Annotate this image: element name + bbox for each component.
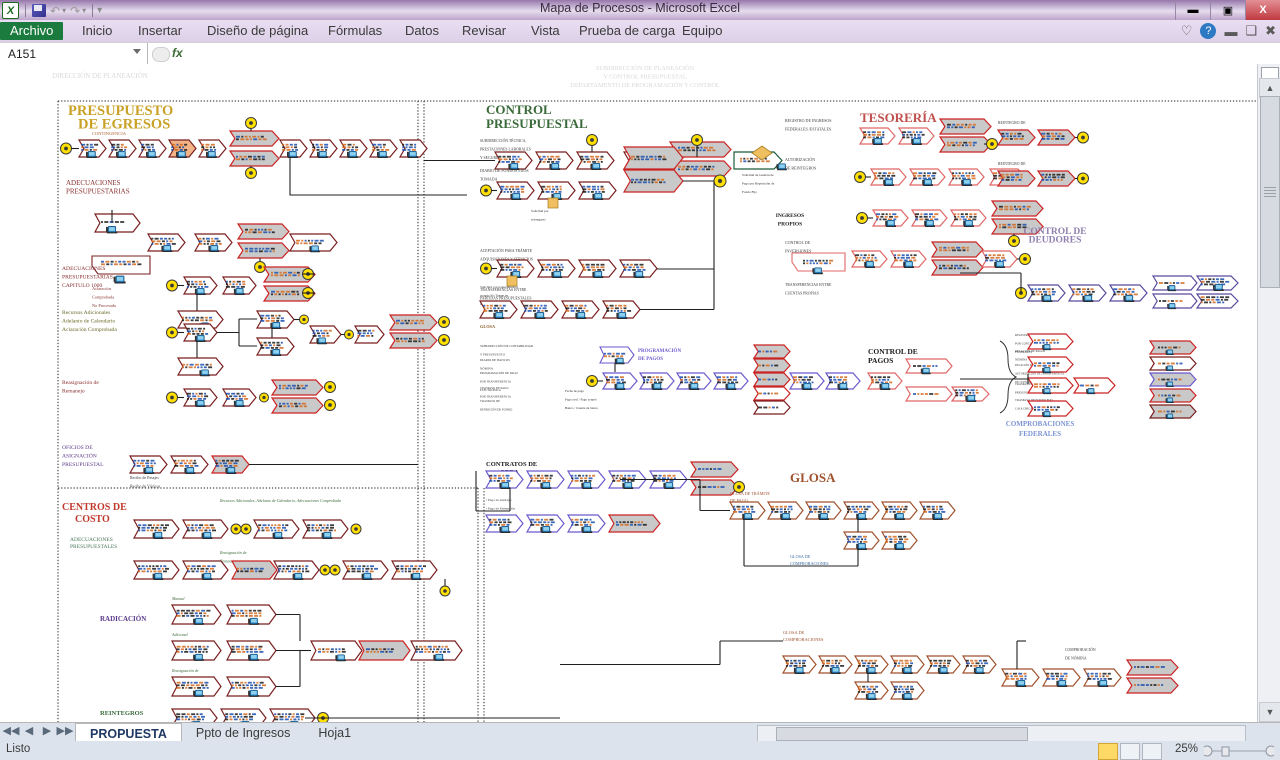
svg-text:PROGRAMACIÓN: PROGRAMACIÓN [638,348,681,354]
svg-text:Recibo de Pasajes: Recibo de Pasajes [130,475,159,480]
svg-text:Pago por Reposición de: Pago por Reposición de [742,182,775,186]
svg-text:TESORERÍA: TESORERÍA [860,110,937,125]
svg-text:Comprobada: Comprobada [92,295,114,300]
svg-text:PROGRAMACIÓN DE PAGO: PROGRAMACIÓN DE PAGO [480,370,519,375]
svg-text:PROPIOS: PROPIOS [778,222,802,228]
svg-text:AUTORIZACIÓN DE TRANSFERENCIA: AUTORIZACIÓN DE TRANSFERENCIA [1015,373,1064,376]
svg-text:REGISTRO DE INGRESOS: REGISTRO DE INGRESOS [785,118,831,123]
svg-text:Aclaración Comprobada: Aclaración Comprobada [62,327,117,333]
svg-text:REINTEGROS: REINTEGROS [100,710,144,717]
svg-text:RENDICIÓN DE FONDO: RENDICIÓN DE FONDO [480,407,513,412]
svg-text:SUBDIRECCIÓN DE PLANEACIÓN: SUBDIRECCIÓN DE PLANEACIÓN [596,64,695,72]
svg-text:Adelanto de Calendario: Adelanto de Calendario [62,319,115,325]
svg-text:CONTRATOS DE: CONTRATOS DE [486,461,537,468]
svg-text:• Pago de Anticipo: • Pago de Anticipo [486,498,512,502]
svg-text:TRASPASO DE: TRASPASO DE [480,399,500,403]
svg-text:DE NÓMINA: DE NÓMINA [1065,656,1087,661]
svg-text:PRESUPUESTALES: PRESUPUESTALES [70,544,117,550]
svg-text:Fecha de pago: Fecha de pago [565,389,584,393]
svg-text:Y CONTROL PRESUPUESTAL: Y CONTROL PRESUPUESTAL [603,74,687,81]
svg-text:ADECUACIONES: ADECUACIONES [70,537,113,543]
svg-text:NÓMINA: NÓMINA [1015,357,1028,362]
svg-text:PRESUPUESTAL: PRESUPUESTAL [62,462,104,468]
svg-text:REINTEGRO DE: REINTEGRO DE [998,162,1026,166]
svg-text:Solicitud por: Solicitud por [531,209,549,213]
svg-text:CAPITULO 1000: CAPITULO 1000 [62,283,102,289]
svg-text:Remanejo: Remanejo [62,389,85,395]
svg-text:ASIGNACIÓN: ASIGNACIÓN [62,452,97,460]
svg-text:GLOSA DE: GLOSA DE [790,554,811,559]
svg-text:Manual: Manual [171,596,185,601]
svg-text:COMPROBACIÓN: COMPROBACIÓN [1065,647,1096,652]
svg-text:TRASPASO DE PAGO: TRASPASO DE PAGO [480,386,509,390]
svg-text:Reasignación de: Reasignación de [219,550,247,555]
svg-text:Y PRESUPUESTO: Y PRESUPUESTO [480,353,506,357]
svg-text:FEDERALES: FEDERALES [1019,430,1061,438]
svg-text:TOMADA: TOMADA [480,177,498,182]
svg-text:sobregasto: sobregasto [531,218,546,222]
svg-text:TRASPASOS: TRASPASOS [1015,382,1032,386]
svg-text:TRANSFERENCIAS ENTRE: TRANSFERENCIAS ENTRE [480,288,527,292]
svg-text:ADECUACIONES: ADECUACIONES [66,179,121,187]
svg-text:Reasignación de: Reasignación de [171,668,199,673]
svg-text:DE REINTEGROS: DE REINTEGROS [785,166,816,171]
svg-text:REINTEGRO DE: REINTEGRO DE [998,121,1026,125]
svg-text:Banco / Cuenta de banco: Banco / Cuenta de banco [565,406,598,410]
svg-text:COMPROBACIONES: COMPROBACIONES [1006,420,1075,428]
svg-text:DE PAGOS: DE PAGOS [638,357,663,362]
svg-text:COMPROBACIONES: COMPROBACIONES [783,637,824,642]
svg-text:CENTROS DE: CENTROS DE [62,502,127,513]
svg-text:ACEPTACIÓN PARA TRÁMITE: ACEPTACIÓN PARA TRÁMITE [480,248,533,253]
svg-text:SUBDIRECCIÓN DE CONTABILIDAD: SUBDIRECCIÓN DE CONTABILIDAD [480,343,534,348]
svg-text:GLOSA: GLOSA [480,324,496,329]
svg-text:AUTORIZACIÓN: AUTORIZACIÓN [785,157,815,162]
svg-text:Fondo Fijo: Fondo Fijo [742,190,757,194]
svg-text:POR TRANSFERENCIA: POR TRANSFERENCIA [480,380,512,384]
svg-text:COMPROBACIONES: COMPROBACIONES [790,561,829,566]
svg-text:GLOSA: GLOSA [790,470,836,485]
svg-text:PARTIDAS PRESUPUESTALES: PARTIDAS PRESUPUESTALES [480,297,532,301]
svg-text:PRESUPUESTAL: PRESUPUESTAL [486,116,588,131]
svg-text:GLOSA DE TRÁMITE: GLOSA DE TRÁMITE [730,491,770,496]
svg-text:DEUDORES: DEUDORES [1029,236,1082,246]
svg-text:NÓMINA: NÓMINA [480,366,494,371]
svg-text:Recursos Adicionales: Recursos Adicionales [62,310,110,316]
svg-text:Pago aval / Pago aceptó: Pago aval / Pago aceptó [565,398,597,402]
svg-text:CONTINGENCIA: CONTINGENCIA [92,131,127,136]
svg-text:Recibo de Viáticos: Recibo de Viáticos [130,484,161,489]
svg-text:ADECUACIONES: ADECUACIONES [62,266,106,272]
svg-text:RADICACIÓN: RADICACIÓN [100,615,146,623]
svg-text:DIARIO DE BANCOS: DIARIO DE BANCOS [480,358,510,362]
svg-text:DIRECCIÓN DE PLANEACIÓN: DIRECCIÓN DE PLANEACIÓN [52,72,148,80]
svg-text:GLOSA DE: GLOSA DE [783,630,805,635]
svg-text:PRESTACIONES LABORALES: PRESTACIONES LABORALES [480,148,531,152]
svg-text:COSTO: COSTO [75,514,110,525]
svg-text:DEPARTAMENTO DE PROGRAMACIÓN Y: DEPARTAMENTO DE PROGRAMACIÓN Y CONTROL [570,81,720,89]
svg-text:Solicitud de Gestión de: Solicitud de Gestión de [742,173,774,177]
svg-text:CAJA CHICA: CAJA CHICA [1015,407,1033,411]
svg-text:CONTROL DE: CONTROL DE [785,240,811,245]
svg-text:OFICIOS DE: OFICIOS DE [62,445,93,451]
svg-text:• Pago de Estimación: • Pago de Estimación [486,507,515,511]
svg-text:PRESUPUESTARIAS: PRESUPUESTARIAS [62,275,113,281]
svg-text:TRANSFERENCIAS ENTRE: TRANSFERENCIAS ENTRE [785,283,832,287]
svg-text:POR TRANSFERENCIA: POR TRANSFERENCIA [480,395,512,399]
svg-text:CUENTAS PROPIAS: CUENTAS PROPIAS [785,292,819,296]
svg-text:INGRESOS: INGRESOS [776,213,804,219]
svg-text:Reasignación de: Reasignación de [62,380,99,386]
svg-text:No Procesada: No Procesada [92,303,116,308]
svg-text:CONTROL: CONTROL [486,102,552,117]
svg-text:DIARIO DE FONDOS FIJOS: DIARIO DE FONDOS FIJOS [480,168,529,173]
svg-text:FEDERALES /ESTATALES: FEDERALES /ESTATALES [785,127,831,132]
svg-text:PAGOS: PAGOS [868,356,893,365]
svg-text:CONTROL DE: CONTROL DE [868,347,918,356]
svg-text:PRESUPUESTARIAS: PRESUPUESTARIAS [66,188,130,196]
svg-text:Adicional: Adicional [171,632,188,637]
